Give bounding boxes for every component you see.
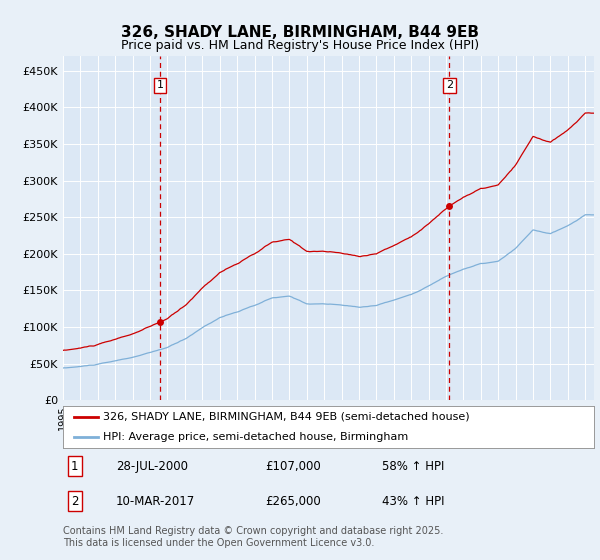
Text: 2: 2: [446, 80, 453, 90]
Text: 1: 1: [157, 80, 164, 90]
Text: £265,000: £265,000: [265, 494, 320, 508]
Text: 1: 1: [71, 460, 79, 473]
Text: 2: 2: [71, 494, 79, 508]
Text: 28-JUL-2000: 28-JUL-2000: [116, 460, 188, 473]
Text: Price paid vs. HM Land Registry's House Price Index (HPI): Price paid vs. HM Land Registry's House …: [121, 39, 479, 52]
Text: HPI: Average price, semi-detached house, Birmingham: HPI: Average price, semi-detached house,…: [103, 432, 408, 442]
Text: 43% ↑ HPI: 43% ↑ HPI: [382, 494, 444, 508]
Text: 326, SHADY LANE, BIRMINGHAM, B44 9EB (semi-detached house): 326, SHADY LANE, BIRMINGHAM, B44 9EB (se…: [103, 412, 469, 422]
Text: 10-MAR-2017: 10-MAR-2017: [116, 494, 196, 508]
Text: 58% ↑ HPI: 58% ↑ HPI: [382, 460, 444, 473]
Text: £107,000: £107,000: [265, 460, 320, 473]
Text: Contains HM Land Registry data © Crown copyright and database right 2025.
This d: Contains HM Land Registry data © Crown c…: [63, 526, 443, 548]
Text: 326, SHADY LANE, BIRMINGHAM, B44 9EB: 326, SHADY LANE, BIRMINGHAM, B44 9EB: [121, 25, 479, 40]
